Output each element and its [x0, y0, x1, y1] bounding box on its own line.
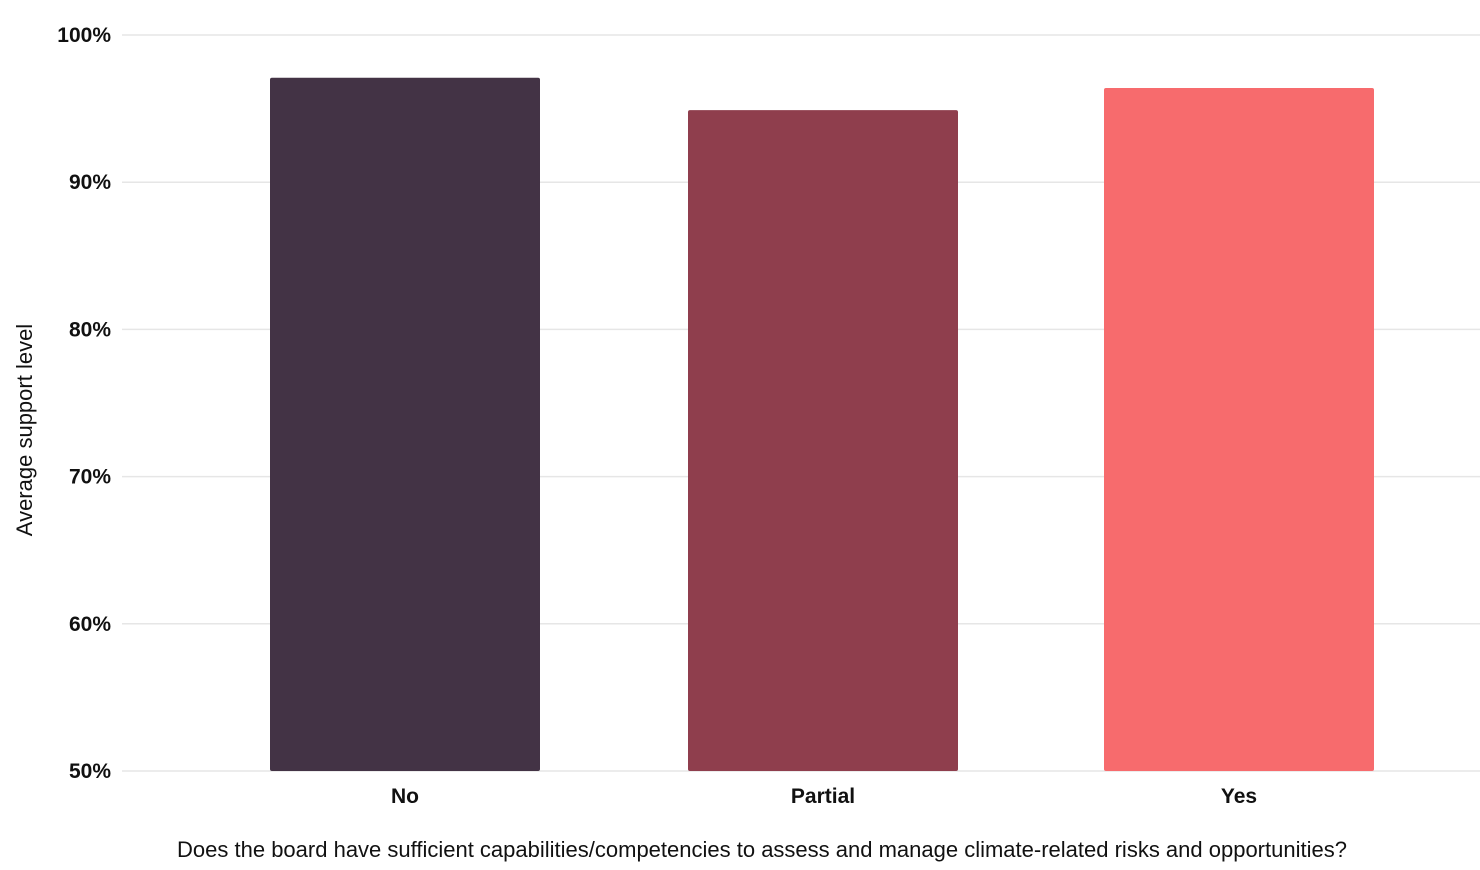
bar-partial [688, 110, 958, 771]
y-tick-label: 70% [69, 466, 111, 489]
y-tick-label: 60% [69, 613, 111, 636]
y-tick-label: 80% [69, 318, 111, 341]
y-tick-label: 100% [57, 24, 111, 47]
y-tick-label: 90% [69, 171, 111, 194]
bars [270, 77, 1374, 772]
x-axis-title: Does the board have sufficient capabilit… [177, 837, 1347, 862]
x-tick-label: No [391, 785, 419, 808]
bar-yes [1104, 87, 1374, 771]
y-axis-title: Average support level [12, 324, 37, 536]
x-tick-label: Yes [1221, 785, 1257, 808]
bar-no [270, 77, 540, 772]
x-tick-label: Partial [791, 785, 855, 808]
y-tick-label: 50% [69, 760, 111, 783]
x-axis-ticks: No Partial Yes [391, 785, 1257, 808]
y-axis-ticks: 50% 60% 70% 80% 90% 100% [57, 24, 111, 783]
